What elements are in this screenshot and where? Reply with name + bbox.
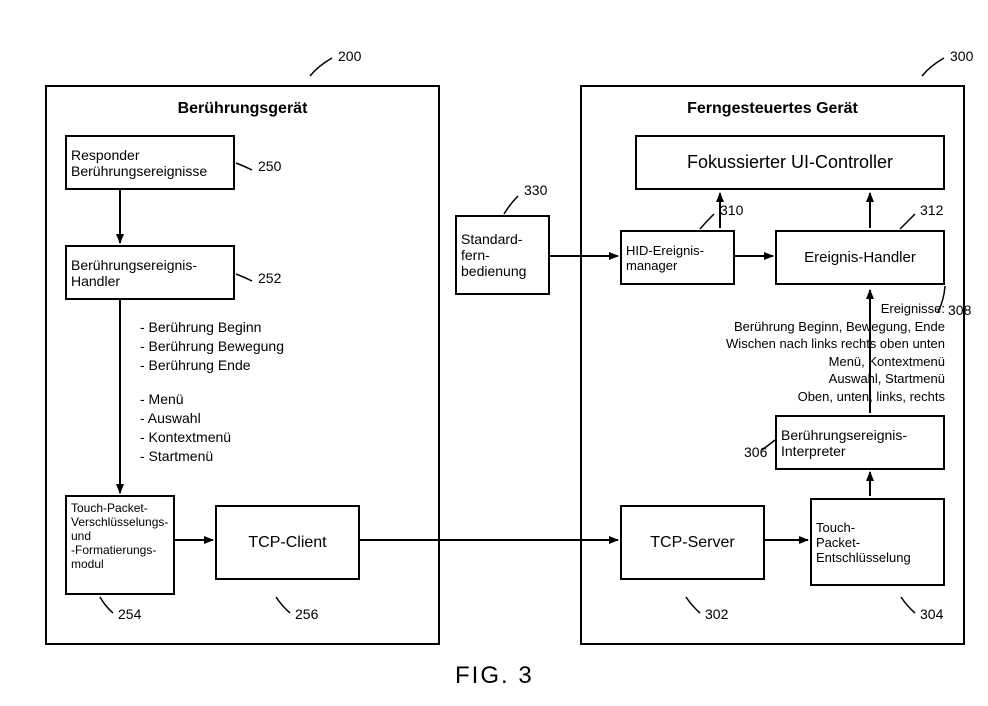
line: Oben, unten, links, rechts [680,388,945,406]
box-encrypt-text: Touch-Packet- Verschlüsselungs- und -For… [71,501,168,571]
box-evthandler-text: Ereignis-Handler [804,249,916,266]
line: Auswahl, Startmenü [680,370,945,388]
ref-300: 300 [950,48,973,64]
box-tcpserver-text: TCP-Server [650,534,734,552]
ref-256: 256 [295,606,318,622]
outer-left-title: Berührungsgerät [45,100,440,118]
line: - Startmenü [140,447,231,466]
line: Ereignisse: [680,300,945,318]
box-interpreter: Berührungsereignis- Interpreter [775,415,945,470]
ref-310: 310 [720,202,743,218]
ref-252: 252 [258,270,281,286]
figure-label: FIG. 3 [455,662,534,690]
ref-304: 304 [920,606,943,622]
ref-312: 312 [920,202,943,218]
box-remote: Standard- fern- bedienung [455,215,550,295]
box-uicontroller-text: Fokussierter UI-Controller [687,152,893,173]
box-interpreter-text: Berührungsereignis- Interpreter [781,427,907,459]
ref-302: 302 [705,606,728,622]
box-decrypt-text: Touch- Packet- Entschlüsselung [816,520,911,565]
ref-330: 330 [524,182,547,198]
text-event-list: Ereignisse: Berührung Beginn, Bewegung, … [680,300,945,405]
box-tcpserver: TCP-Server [620,505,765,580]
text-touch-events: - Berührung Beginn - Berührung Bewegung … [140,318,284,375]
outer-right-title: Ferngesteuertes Gerät [580,100,965,118]
box-uicontroller: Fokussierter UI-Controller [635,135,945,190]
box-decrypt: Touch- Packet- Entschlüsselung [810,498,945,586]
ref-306: 306 [744,444,767,460]
line: - Berührung Beginn [140,318,284,337]
ref-200: 200 [338,48,361,64]
line: - Berührung Ende [140,356,284,375]
line: Wischen nach links rechts oben unten [680,335,945,353]
ref-254: 254 [118,606,141,622]
box-remote-text: Standard- fern- bedienung [461,231,526,279]
box-tcpclient: TCP-Client [215,505,360,580]
box-handler-text: Berührungsereignis- Handler [71,257,197,289]
box-handler: Berührungsereignis- Handler [65,245,235,300]
box-responder-text: Responder Berührungsereignisse [71,147,207,179]
line: Berührung Beginn, Bewegung, Ende [680,318,945,336]
box-tcpclient-text: TCP-Client [248,534,326,552]
box-hid: HID-Ereignis- manager [620,230,735,285]
text-menu-events: - Menü - Auswahl - Kontextmenü - Startme… [140,390,231,466]
box-encrypt: Touch-Packet- Verschlüsselungs- und -For… [65,495,175,595]
ref-250: 250 [258,158,281,174]
box-responder: Responder Berührungsereignisse [65,135,235,190]
line: - Menü [140,390,231,409]
ref-308: 308 [948,302,971,318]
line: - Kontextmenü [140,428,231,447]
box-evthandler: Ereignis-Handler [775,230,945,285]
line: - Berührung Bewegung [140,337,284,356]
line: Menü, Kontextmenü [680,353,945,371]
line: - Auswahl [140,409,231,428]
box-hid-text: HID-Ereignis- manager [626,243,704,273]
